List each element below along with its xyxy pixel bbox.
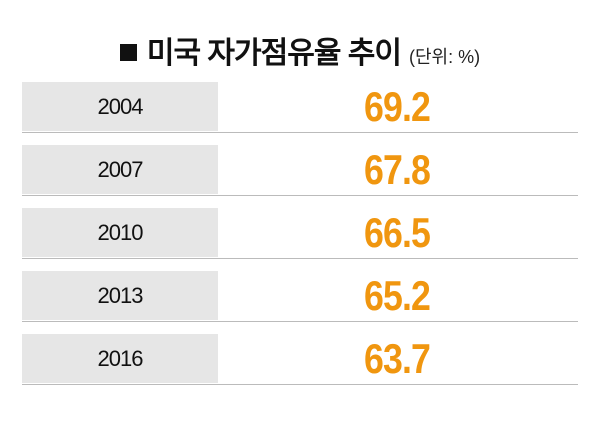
- title-bullet: [119, 44, 137, 61]
- year-cell: 2004: [22, 82, 218, 131]
- value-cell: 63.7: [363, 334, 431, 382]
- value-cell: 66.5: [363, 208, 431, 256]
- value-cell: 67.8: [363, 145, 431, 193]
- header: 미국 자가점유율 추이 (단위: %): [0, 28, 600, 72]
- table-row: 2007 67.8: [22, 145, 578, 196]
- value-cell: 65.2: [363, 271, 431, 319]
- year-cell: 2016: [22, 334, 218, 383]
- table-row: 2004 69.2: [22, 82, 578, 133]
- table-row: 2010 66.5: [22, 208, 578, 259]
- table-row: 2013 65.2: [22, 271, 578, 322]
- title: 미국 자가점유율 추이: [146, 37, 402, 70]
- year-cell: 2007: [22, 145, 218, 194]
- unit-note: (단위: %): [408, 47, 481, 67]
- year-cell: 2010: [22, 208, 218, 257]
- table-row: 2016 63.7: [22, 334, 578, 385]
- value-cell: 69.2: [363, 82, 431, 130]
- year-cell: 2013: [22, 271, 218, 320]
